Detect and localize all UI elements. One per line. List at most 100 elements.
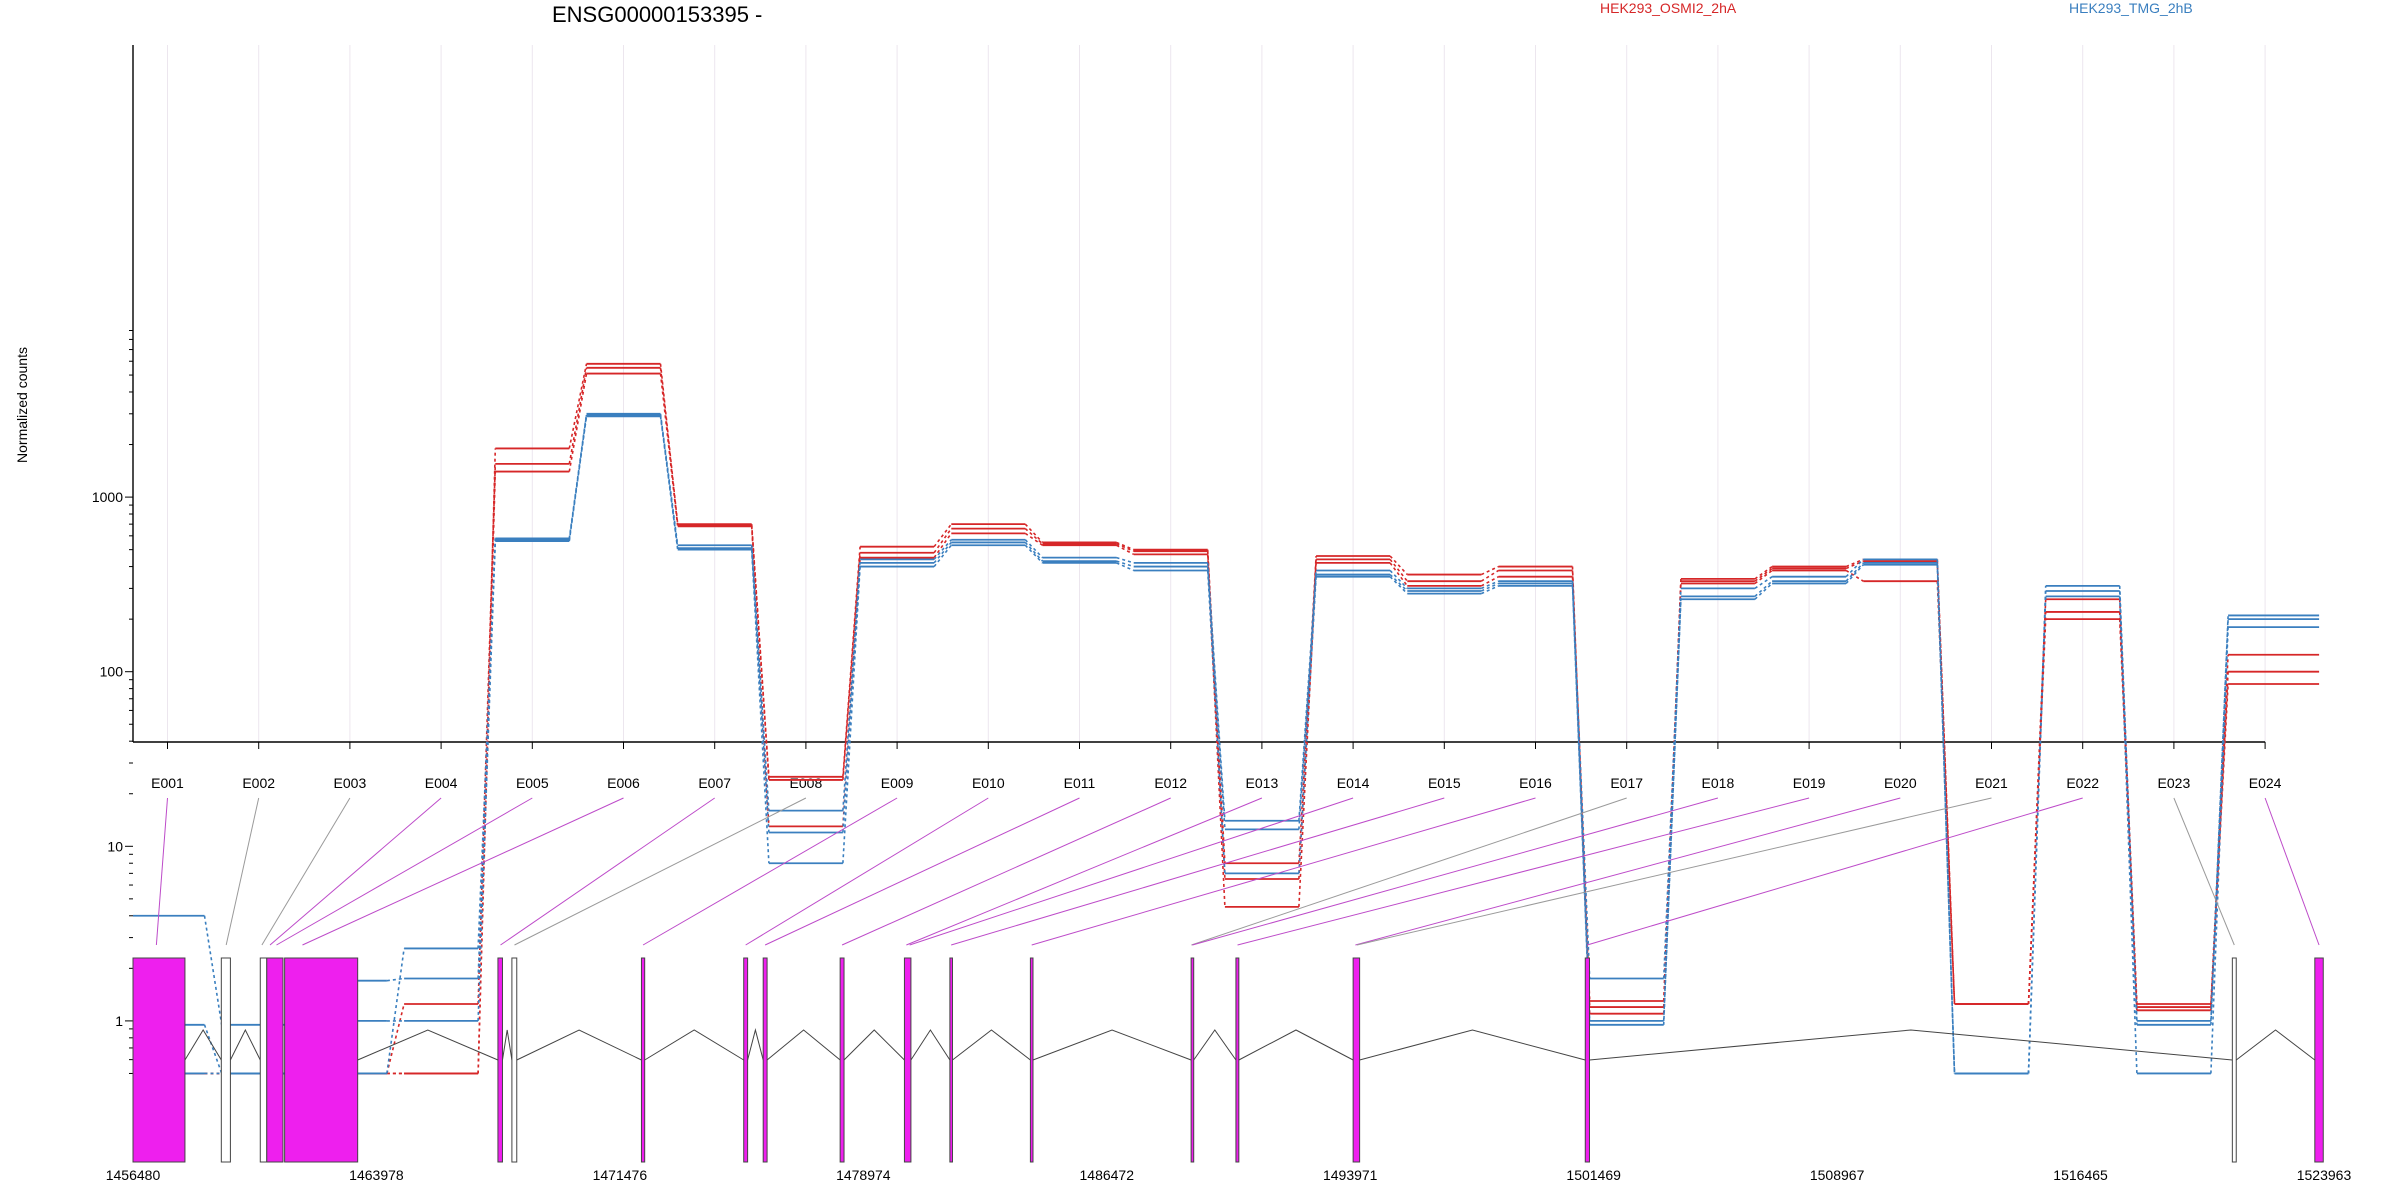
exon-box — [839, 957, 845, 1163]
y-tick-label: 100 — [100, 664, 124, 680]
exon-connector — [1237, 797, 1810, 946]
exon-connector — [269, 797, 442, 946]
data-connector — [1116, 543, 1135, 552]
x-tick-label: E004 — [425, 775, 458, 791]
data-connector — [1389, 573, 1408, 592]
exon-box — [762, 957, 768, 1163]
exon-connector — [2264, 797, 2320, 946]
genomic-coordinate-label: 1463978 — [349, 1167, 404, 1183]
data-connector — [1754, 569, 1773, 585]
data-connector — [1024, 544, 1044, 564]
data-connector — [933, 541, 952, 564]
data-connector — [1662, 599, 1682, 1025]
y-tick-label: 10 — [107, 838, 123, 854]
data-connector — [842, 552, 861, 780]
data-connector — [750, 549, 770, 864]
exon-connector — [1355, 797, 1901, 946]
data-connector — [1389, 562, 1408, 587]
legend-entry-osmi2: HEK293_OSMI2_2hA — [1600, 0, 1737, 16]
data-connector — [1571, 585, 1591, 1025]
x-tick-label: E024 — [2249, 775, 2282, 791]
data-connector — [477, 539, 497, 979]
x-tick-label: E003 — [334, 775, 367, 791]
data-connector — [1389, 555, 1408, 576]
data-connector — [1206, 562, 1226, 821]
x-tick-label: E012 — [1154, 775, 1187, 791]
data-connector — [1024, 528, 1044, 545]
intron-line — [1359, 1029, 1586, 1061]
data-connector — [933, 523, 952, 548]
data-connector — [1754, 582, 1773, 600]
exon-connector — [500, 797, 715, 946]
exon-box — [220, 957, 231, 1163]
data-connector — [2118, 596, 2138, 1074]
data-connector — [568, 373, 588, 472]
intron-line — [357, 1029, 499, 1061]
exon-connector — [514, 797, 807, 946]
legend-entry-tmg: HEK293_TMG_2hB — [2069, 0, 2193, 16]
data-connector — [1116, 544, 1135, 556]
exon-connector — [1192, 797, 1719, 946]
x-tick-label: E013 — [1246, 775, 1279, 791]
x-tick-label: E010 — [972, 775, 1005, 791]
data-connector — [386, 948, 405, 1074]
data-connector — [386, 977, 405, 982]
intron-line — [1193, 1029, 1237, 1061]
data-connector — [1845, 564, 1864, 585]
data-connector — [1206, 566, 1226, 830]
x-tick-label: E021 — [1975, 775, 2008, 791]
genomic-coordinate-label: 1493971 — [1323, 1167, 1378, 1183]
intron-line — [952, 1029, 1031, 1061]
x-tick-label: E019 — [1793, 775, 1826, 791]
data-connector — [1754, 580, 1773, 597]
genomic-coordinate-label: 1486472 — [1080, 1167, 1135, 1183]
exon-connector — [745, 797, 989, 946]
data-connector — [659, 363, 679, 525]
data-connector — [842, 566, 861, 864]
genomic-coordinate-label: 1508967 — [1810, 1167, 1865, 1183]
data-connector — [842, 546, 861, 777]
data-connector — [659, 414, 679, 550]
data-connector — [1936, 581, 1956, 1005]
x-tick-label: E001 — [151, 775, 184, 791]
data-connector — [1206, 570, 1226, 874]
genomic-coordinate-label: 1523963 — [2297, 1167, 2352, 1183]
exon-connector — [764, 797, 1080, 946]
exon-box — [1029, 957, 1034, 1163]
data-connector — [477, 538, 497, 1021]
intron-line — [644, 1029, 744, 1061]
data-connector — [1024, 539, 1044, 559]
data-connector — [477, 463, 497, 1005]
exon-box — [2314, 957, 2324, 1163]
data-connector — [1116, 562, 1135, 572]
exon-box — [497, 957, 503, 1163]
data-connector — [386, 1003, 405, 1074]
data-connector — [933, 532, 952, 559]
data-connector — [568, 363, 588, 449]
data-connector — [1845, 562, 1864, 582]
exon-connector — [302, 797, 624, 946]
exon-connector — [1031, 797, 1536, 946]
axes: 1 10 100 1000 E001 E002 E003 E004 E005 E006 E007 E0… — [92, 45, 2282, 1074]
data-connector — [933, 528, 952, 554]
exon-connector — [155, 797, 168, 946]
intron-line — [516, 1029, 642, 1061]
genomic-coordinate-label: 1478974 — [836, 1167, 891, 1183]
x-tick-label: E002 — [242, 775, 275, 791]
intron-line — [910, 1029, 951, 1061]
x-tick-label: E009 — [881, 775, 914, 791]
x-tick-label: E014 — [1337, 775, 1370, 791]
data-connector — [659, 373, 679, 527]
intron-line — [843, 1029, 905, 1061]
exon-box — [259, 957, 268, 1163]
exon-box — [743, 957, 749, 1163]
data-connector — [1024, 541, 1044, 562]
data-connector — [750, 545, 770, 811]
data-connector — [1298, 574, 1317, 830]
x-tick-label: E007 — [698, 775, 731, 791]
genomic-coordinate-label: 1516465 — [2053, 1167, 2108, 1183]
data-connector — [568, 413, 588, 539]
data-connector — [2027, 596, 2047, 1074]
intron-line — [1589, 1029, 2233, 1061]
